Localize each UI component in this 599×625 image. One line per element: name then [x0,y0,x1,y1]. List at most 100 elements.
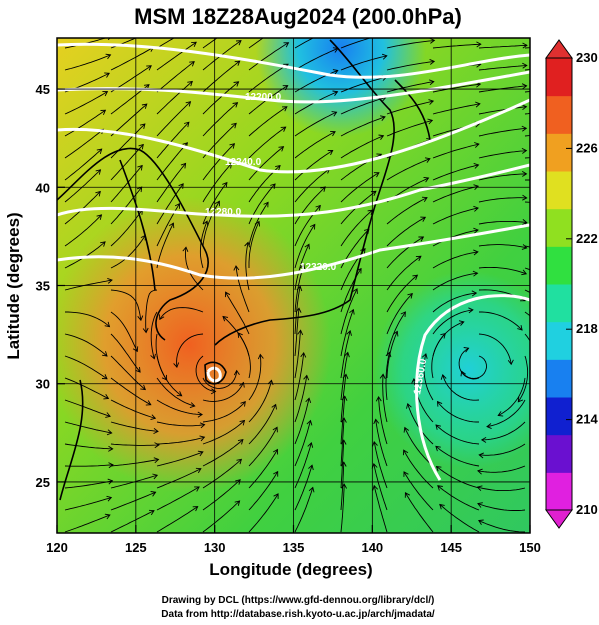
streamline-arrow [412,274,419,281]
streamline [340,309,354,357]
coastlines [57,39,431,501]
streamline-arrow [427,118,434,125]
streamline [64,497,112,511]
streamline-arrow [296,285,303,292]
streamline-arrow [236,458,243,465]
streamline-arrow [308,464,314,471]
colorbar-max-arrow [545,39,573,59]
streamline [110,377,152,406]
streamline-arrow [153,457,160,464]
streamline [407,403,434,445]
streamline-arrow [521,104,528,111]
streamline-arrow [189,402,196,409]
streamline [432,207,479,225]
streamline [156,451,204,467]
colorbar-gradient [546,58,572,511]
y-axis-label: Latitude (degrees) [4,212,23,359]
streamline-arrow [308,486,315,493]
streamline-arrow [521,83,528,90]
streamline [110,458,159,467]
streamline-arrow [135,367,141,373]
streamline [385,352,390,401]
streamline [248,126,286,159]
streamline [437,485,480,511]
streamline-arrow [240,401,246,407]
streamline [248,354,262,401]
streamline [478,520,526,533]
streamline [423,353,434,401]
streamline-arrow [145,400,152,406]
streamline [340,135,384,159]
streamline [481,421,526,441]
streamline [145,289,158,333]
height-contours [57,42,530,481]
contour-label: 12280.0 [205,207,242,218]
streamline [478,85,527,93]
streamline [248,38,264,49]
streamline-arrow [382,32,387,37]
streamline-arrow [475,101,481,108]
streamline [65,311,110,328]
streamline [156,38,175,49]
streamline-arrow [106,429,113,436]
streamline [202,182,228,225]
streamline-arrow [478,452,484,459]
streamline [202,81,239,115]
streamline [156,377,195,407]
streamline [386,158,431,181]
streamline-arrow [197,411,203,418]
colorbar-segment [546,246,572,285]
streamline-arrow [182,246,189,252]
streamline-arrow [371,440,378,447]
streamline [248,427,278,467]
streamline-arrow [282,85,289,91]
streamline-arrow [107,277,113,284]
streamline [432,251,478,269]
streamline [110,491,156,511]
streamline-arrow [278,146,285,152]
streamline [435,424,480,445]
streamline-arrow [146,65,152,71]
streamline [235,265,250,313]
streamline-arrow [229,143,236,149]
streamline [64,109,106,137]
streamline [478,197,527,203]
streamline [202,420,245,445]
streamline [432,309,473,335]
y-tick-label: 35 [36,279,50,294]
streamline-arrow [303,374,310,381]
streamline [156,183,184,225]
streamline [478,44,527,49]
streamline [110,209,143,247]
streamline [202,439,244,467]
streamline [340,484,345,533]
streamline [442,374,480,401]
streamline [248,493,279,533]
streamline-arrow [521,244,528,250]
streamline [64,443,113,450]
streamline-arrow [150,29,155,34]
streamline-arrow [233,81,240,87]
streamline-arrow [315,204,321,211]
streamline [294,150,333,181]
streamline [64,148,103,181]
streamline-arrow [237,439,244,445]
streamline [110,289,142,321]
streamline-arrow [137,315,144,322]
streamline-arrow [440,332,446,339]
streamline-arrow [522,42,528,49]
streamline-arrow [141,103,148,109]
colorbar-segment [546,321,572,360]
streamline-arrow [232,102,239,108]
streamline-arrow [435,445,441,452]
streamline-arrow [327,150,334,156]
streamline-arrow [346,330,352,336]
streamline-arrow [300,352,307,358]
streamline [156,506,198,533]
streamline [517,355,529,403]
streamline-arrow [458,320,465,326]
streamline [386,311,406,357]
streamline [461,355,487,379]
streamline-arrow [473,184,480,191]
